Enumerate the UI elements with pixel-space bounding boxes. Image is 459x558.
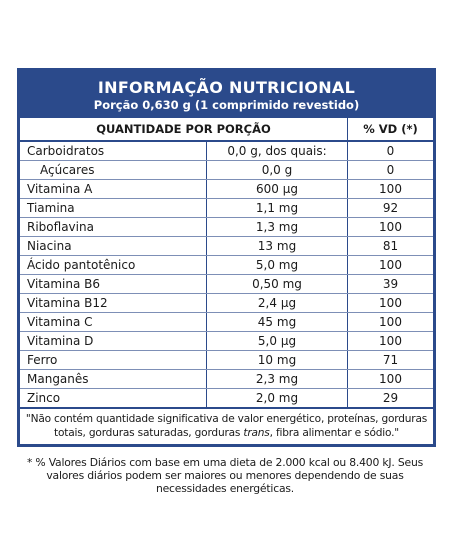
nutrient: Niacina <box>20 236 207 256</box>
daily-value: 39 <box>347 274 433 294</box>
daily-value: 92 <box>347 198 433 218</box>
table-row: Tiamina 1,1 mg 92 <box>20 198 433 218</box>
note: * % Valores Diários com base em uma diet… <box>26 456 424 495</box>
daily-value: 0 <box>347 160 433 180</box>
table-row: Manganês 2,3 mg 100 <box>20 369 433 389</box>
amount: 2,3 mg <box>206 369 348 389</box>
table-row: Niacina 13 mg 81 <box>20 236 433 256</box>
table-row: Riboflavina 1,3 mg 100 <box>20 217 433 237</box>
table-row: Vitamina D 5,0 µg 100 <box>20 331 433 351</box>
daily-value: 100 <box>347 293 433 313</box>
nutrient: Vitamina C <box>20 312 207 332</box>
subtitle: Porção 0,630 g (1 comprimido revestido) <box>93 98 360 112</box>
daily-value: 81 <box>347 236 433 256</box>
daily-value: 100 <box>347 255 433 275</box>
nutrient: Açúcares <box>20 160 207 180</box>
table-row: Ferro 10 mg 71 <box>20 350 433 370</box>
nutrient: Vitamina D <box>20 331 207 351</box>
table-row: Ácido pantotênico 5,0 mg 100 <box>20 255 433 275</box>
nutrition-table: INFORMAÇÃO NUTRICIONAL Porção 0,630 g (1… <box>17 68 436 447</box>
nutrient: Vitamina A <box>20 179 207 199</box>
daily-value: 71 <box>347 350 433 370</box>
column-header: QUANTIDADE POR PORÇÃO <box>20 118 348 142</box>
amount: 0,50 mg <box>206 274 348 294</box>
table-row: Vitamina A 600 µg 100 <box>20 179 433 199</box>
table-row: Carboidratos 0,0 g, dos quais: 0 <box>20 141 433 161</box>
footnote-text: , fibra alimentar e sódio." <box>269 427 400 439</box>
nutrient: Riboflavina <box>20 217 207 237</box>
amount: 45 mg <box>206 312 348 332</box>
amount: 13 mg <box>206 236 348 256</box>
amount: 5,0 mg <box>206 255 348 275</box>
table-body: Carboidratos 0,0 g, dos quais: 0 Açúcares 0,… <box>20 141 433 409</box>
nutrient: Manganês <box>20 369 207 389</box>
table-row: Vitamina C 45 mg 100 <box>20 312 433 332</box>
daily-value: 100 <box>347 331 433 351</box>
amount: 2,4 µg <box>206 293 348 313</box>
daily-value: 100 <box>347 369 433 389</box>
footnote: "Não contém quantidade significativa de … <box>20 409 433 444</box>
daily-value: 100 <box>347 312 433 332</box>
daily-value: 0 <box>347 141 433 161</box>
column-header-row: QUANTIDADE POR PORÇÃO % VD (*) <box>20 118 433 142</box>
table-header: INFORMAÇÃO NUTRICIONAL Porção 0,630 g (1… <box>20 71 433 118</box>
footnote-text: "Não contém quantidade significativa de … <box>25 413 428 439</box>
nutrient: Zinco <box>20 388 207 409</box>
nutrient: Carboidratos <box>20 141 207 161</box>
column-header: % VD (*) <box>347 118 433 142</box>
daily-value: 100 <box>347 179 433 199</box>
footnote-italic: trans <box>243 427 270 439</box>
amount: 0,0 g, dos quais: <box>206 141 348 161</box>
table-row: Vitamina B12 2,4 µg 100 <box>20 293 433 313</box>
amount: 2,0 mg <box>206 388 348 409</box>
amount: 1,3 mg <box>206 217 348 237</box>
amount: 0,0 g <box>206 160 348 180</box>
nutrient: Ácido pantotênico <box>20 255 207 275</box>
nutrient: Vitamina B12 <box>20 293 207 313</box>
table: QUANTIDADE POR PORÇÃO % VD (*) Carboidra… <box>20 118 433 409</box>
daily-value: 29 <box>347 388 433 409</box>
nutrient: Tiamina <box>20 198 207 218</box>
nutrient: Ferro <box>20 350 207 370</box>
table-row: Zinco 2,0 mg 29 <box>20 388 433 409</box>
title: INFORMAÇÃO NUTRICIONAL <box>97 78 356 97</box>
amount: 10 mg <box>206 350 348 370</box>
amount: 5,0 µg <box>206 331 348 351</box>
amount: 1,1 mg <box>206 198 348 218</box>
nutrient: Vitamina B6 <box>20 274 207 294</box>
daily-value: 100 <box>347 217 433 237</box>
amount: 600 µg <box>206 179 348 199</box>
table-row: Vitamina B6 0,50 mg 39 <box>20 274 433 294</box>
